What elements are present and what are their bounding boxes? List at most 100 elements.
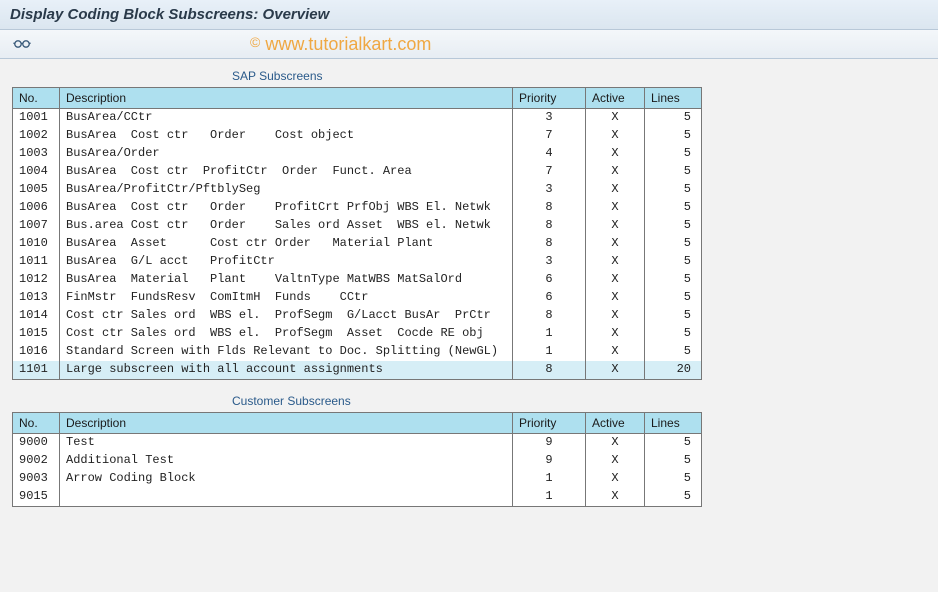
cell-no: 1001 <box>13 109 60 127</box>
cell-no: 1007 <box>13 217 60 235</box>
cell-prio: 8 <box>513 235 586 253</box>
table-row[interactable]: 1011BusArea G/L acct ProfitCtr3X5 <box>13 253 702 271</box>
table-row[interactable]: 1015Cost ctr Sales ord WBS el. ProfSegm … <box>13 325 702 343</box>
cell-desc: BusArea Cost ctr ProfitCtr Order Funct. … <box>60 163 513 181</box>
cell-desc: BusArea Cost ctr Order Cost object <box>60 127 513 145</box>
col-no[interactable]: No. <box>13 413 60 434</box>
table-row[interactable]: 9000Test9X5 <box>13 434 702 452</box>
sap-section-label: SAP Subscreens <box>232 69 926 83</box>
col-desc[interactable]: Description <box>60 413 513 434</box>
table-row[interactable]: 1013FinMstr FundsResv ComItmH Funds CCtr… <box>13 289 702 307</box>
cell-lines: 5 <box>645 199 702 217</box>
cell-no: 1016 <box>13 343 60 361</box>
table-row[interactable]: 1101Large subscreen with all account ass… <box>13 361 702 380</box>
cell-prio: 7 <box>513 163 586 181</box>
window-title-text: Display Coding Block Subscreens: Overvie… <box>10 6 329 23</box>
cell-prio: 6 <box>513 271 586 289</box>
customer-section-label: Customer Subscreens <box>232 394 926 408</box>
cell-no: 1004 <box>13 163 60 181</box>
cell-desc: FinMstr FundsResv ComItmH Funds CCtr <box>60 289 513 307</box>
cell-lines: 5 <box>645 127 702 145</box>
col-desc[interactable]: Description <box>60 88 513 109</box>
table-row[interactable]: 9002Additional Test9X5 <box>13 452 702 470</box>
table-row[interactable]: 1002BusArea Cost ctr Order Cost object7X… <box>13 127 702 145</box>
cell-no: 1011 <box>13 253 60 271</box>
table-row[interactable]: 1003BusArea/Order4X5 <box>13 145 702 163</box>
cell-lines: 5 <box>645 235 702 253</box>
cell-desc: Arrow Coding Block <box>60 470 513 488</box>
cell-prio: 9 <box>513 434 586 452</box>
table-row[interactable]: 1001BusArea/CCtr3X5 <box>13 109 702 127</box>
cell-desc: Additional Test <box>60 452 513 470</box>
cell-lines: 5 <box>645 253 702 271</box>
col-lines[interactable]: Lines <box>645 88 702 109</box>
cell-desc: BusArea Material Plant ValtnType MatWBS … <box>60 271 513 289</box>
col-active[interactable]: Active <box>586 413 645 434</box>
customer-subscreens-table: No. Description Priority Active Lines 90… <box>12 412 702 507</box>
cell-prio: 8 <box>513 199 586 217</box>
table-row[interactable]: 1005BusArea/ProfitCtr/PftblySeg3X5 <box>13 181 702 199</box>
table-row[interactable]: 1006BusArea Cost ctr Order ProfitCrt Prf… <box>13 199 702 217</box>
cell-prio: 4 <box>513 145 586 163</box>
table-row[interactable]: 1012BusArea Material Plant ValtnType Mat… <box>13 271 702 289</box>
cell-no: 1015 <box>13 325 60 343</box>
table-row[interactable]: 1004BusArea Cost ctr ProfitCtr Order Fun… <box>13 163 702 181</box>
col-prio[interactable]: Priority <box>513 88 586 109</box>
col-prio[interactable]: Priority <box>513 413 586 434</box>
content-area: SAP Subscreens No. Description Priority … <box>0 59 938 527</box>
cell-no: 1002 <box>13 127 60 145</box>
cell-desc: BusArea G/L acct ProfitCtr <box>60 253 513 271</box>
col-no[interactable]: No. <box>13 88 60 109</box>
cell-active: X <box>586 343 645 361</box>
cell-lines: 5 <box>645 217 702 235</box>
cell-desc: BusArea/CCtr <box>60 109 513 127</box>
table-row[interactable]: 1007Bus.area Cost ctr Order Sales ord As… <box>13 217 702 235</box>
cell-active: X <box>586 361 645 380</box>
cell-lines: 5 <box>645 271 702 289</box>
cell-prio: 1 <box>513 488 586 507</box>
cell-desc: Cost ctr Sales ord WBS el. ProfSegm G/La… <box>60 307 513 325</box>
cell-lines: 5 <box>645 145 702 163</box>
cell-no: 1101 <box>13 361 60 380</box>
cell-active: X <box>586 470 645 488</box>
cell-prio: 8 <box>513 307 586 325</box>
col-lines[interactable]: Lines <box>645 413 702 434</box>
cell-active: X <box>586 217 645 235</box>
cell-no: 9002 <box>13 452 60 470</box>
cell-prio: 3 <box>513 253 586 271</box>
cell-active: X <box>586 253 645 271</box>
cell-no: 1010 <box>13 235 60 253</box>
table-row[interactable]: 1014Cost ctr Sales ord WBS el. ProfSegm … <box>13 307 702 325</box>
cell-prio: 9 <box>513 452 586 470</box>
table-row[interactable]: 1010BusArea Asset Cost ctr Order Materia… <box>13 235 702 253</box>
sap-tbody: 1001BusArea/CCtr3X51002BusArea Cost ctr … <box>13 109 702 380</box>
col-active[interactable]: Active <box>586 88 645 109</box>
cell-desc: Standard Screen with Flds Relevant to Do… <box>60 343 513 361</box>
table-row[interactable]: 90151X5 <box>13 488 702 507</box>
glasses-icon[interactable] <box>10 34 34 54</box>
cell-prio: 8 <box>513 361 586 380</box>
cell-active: X <box>586 163 645 181</box>
cell-no: 1012 <box>13 271 60 289</box>
cell-lines: 5 <box>645 109 702 127</box>
cell-desc: Cost ctr Sales ord WBS el. ProfSegm Asse… <box>60 325 513 343</box>
cell-active: X <box>586 181 645 199</box>
sap-subscreens-table: No. Description Priority Active Lines 10… <box>12 87 702 380</box>
cell-lines: 5 <box>645 181 702 199</box>
cell-active: X <box>586 289 645 307</box>
cell-prio: 1 <box>513 470 586 488</box>
table-header-row: No. Description Priority Active Lines <box>13 413 702 434</box>
cell-prio: 3 <box>513 181 586 199</box>
cell-lines: 5 <box>645 488 702 507</box>
cell-lines: 5 <box>645 343 702 361</box>
table-row[interactable]: 1016Standard Screen with Flds Relevant t… <box>13 343 702 361</box>
cell-lines: 5 <box>645 452 702 470</box>
cell-no: 9003 <box>13 470 60 488</box>
cell-prio: 7 <box>513 127 586 145</box>
cell-no: 9015 <box>13 488 60 507</box>
cell-active: X <box>586 199 645 217</box>
cell-prio: 1 <box>513 325 586 343</box>
cell-desc: BusArea/Order <box>60 145 513 163</box>
table-row[interactable]: 9003Arrow Coding Block1X5 <box>13 470 702 488</box>
cell-desc: Bus.area Cost ctr Order Sales ord Asset … <box>60 217 513 235</box>
